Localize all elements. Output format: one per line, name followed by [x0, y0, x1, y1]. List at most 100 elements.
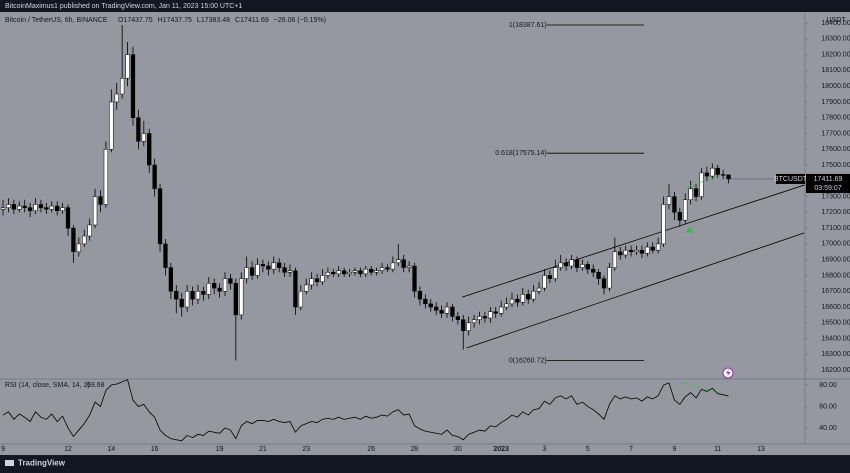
ohlc-value: −26.06 (−0.15%) — [274, 17, 326, 24]
ohlc-value: O17437.75 — [118, 17, 153, 24]
candle-body — [309, 278, 314, 286]
candle-body — [17, 205, 22, 210]
candle-body — [385, 267, 390, 270]
x-tick-label: 19 — [216, 446, 224, 453]
candle-body — [477, 316, 482, 320]
y-tick-label: 16400.00 — [821, 335, 850, 342]
candle-body — [726, 174, 731, 180]
candle-body — [536, 287, 542, 292]
candle-body — [341, 270, 347, 275]
x-tick-label: 26 — [367, 446, 375, 453]
candle-body — [65, 207, 71, 229]
candle-body — [596, 272, 601, 279]
candle-body — [260, 264, 266, 267]
candle-body — [569, 259, 574, 267]
candle-body — [612, 251, 617, 268]
candle-body — [298, 290, 303, 308]
candle-body — [325, 272, 331, 276]
candle-body — [618, 251, 623, 256]
candle-body — [672, 196, 677, 213]
candle-body — [666, 196, 672, 205]
candle-body — [369, 268, 374, 273]
candle-body — [645, 246, 650, 254]
candle-body — [147, 133, 152, 166]
rsi-value: 69.68 — [87, 382, 105, 389]
candle-body — [504, 303, 509, 308]
candle-body — [201, 290, 206, 295]
candle-body — [336, 270, 341, 275]
candle-body — [174, 290, 179, 300]
candle-body — [683, 199, 688, 221]
y-tick-label: 17500.00 — [821, 162, 850, 169]
candle-body — [277, 262, 282, 268]
x-tick-label: 13 — [757, 446, 765, 453]
candle-body — [677, 212, 682, 221]
candle-body — [444, 306, 450, 314]
candle-body — [282, 267, 287, 273]
candle-body — [450, 306, 455, 317]
candle-body — [406, 265, 412, 268]
candle-body — [55, 205, 60, 212]
y-tick-label: 18400.00 — [821, 20, 850, 27]
candle-body — [515, 298, 520, 303]
countdown: 03:59:07 — [814, 185, 841, 192]
candle-body — [82, 235, 87, 245]
candle-body — [509, 298, 515, 305]
x-tick-label: 9 — [672, 446, 676, 453]
candle-body — [152, 164, 157, 189]
x-tick-label: 12 — [64, 446, 72, 453]
candle-body — [6, 204, 11, 208]
candle-body — [130, 54, 136, 118]
candle-body — [22, 205, 27, 208]
candle-body — [179, 298, 184, 308]
y-tick-label: 17000.00 — [821, 241, 850, 248]
candle-body — [526, 294, 531, 300]
x-tick-label: 16 — [151, 446, 159, 453]
x-tick-label: 7 — [629, 446, 633, 453]
candle-body — [358, 270, 363, 275]
y-tick-label: 16300.00 — [821, 351, 850, 358]
x-tick-label: 5 — [586, 446, 590, 453]
y-tick-label: 17300.00 — [821, 193, 850, 200]
candle-body — [693, 188, 699, 197]
y-tick-label: 16500.00 — [821, 320, 850, 327]
candle-body — [33, 204, 38, 212]
candle-body — [401, 259, 406, 268]
candle-body — [553, 267, 558, 279]
fib-label: 1(18387.61) — [509, 22, 547, 29]
candle-body — [239, 278, 244, 316]
y-tick-label: 17600.00 — [821, 146, 850, 153]
y-tick-label: 17800.00 — [821, 115, 850, 122]
candle-body — [656, 243, 661, 251]
candle-body — [417, 290, 423, 300]
candle-body — [44, 207, 49, 210]
y-tick-label: 16700.00 — [821, 288, 850, 295]
rsi-divergence-line — [682, 382, 721, 394]
rsi-line — [2, 379, 729, 442]
candle-body — [563, 262, 569, 267]
candle-body — [585, 264, 590, 270]
y-tick-label: 18100.00 — [821, 67, 850, 74]
candle-body — [114, 93, 119, 103]
candle-body — [266, 265, 271, 270]
candle-body — [558, 262, 563, 268]
candle-body — [163, 243, 168, 268]
candle-body — [461, 319, 466, 331]
symbol-tag-label: BTCUSDT — [774, 176, 808, 183]
candle-body — [520, 294, 525, 303]
candle-body — [466, 322, 471, 331]
candle-body — [168, 267, 174, 292]
y-tick-label: 17700.00 — [821, 130, 850, 137]
candle-body — [639, 249, 645, 254]
y-tick-label: 16800.00 — [821, 272, 850, 279]
candle-body — [574, 259, 580, 268]
candle-body — [287, 270, 293, 273]
candle-body — [195, 290, 201, 300]
y-tick-label: 17100.00 — [821, 225, 850, 232]
y-tick-label: 16200.00 — [821, 367, 850, 374]
candle-body — [428, 303, 433, 308]
candle-body — [542, 275, 547, 289]
rsi-tick-label: 40.00 — [819, 425, 837, 432]
